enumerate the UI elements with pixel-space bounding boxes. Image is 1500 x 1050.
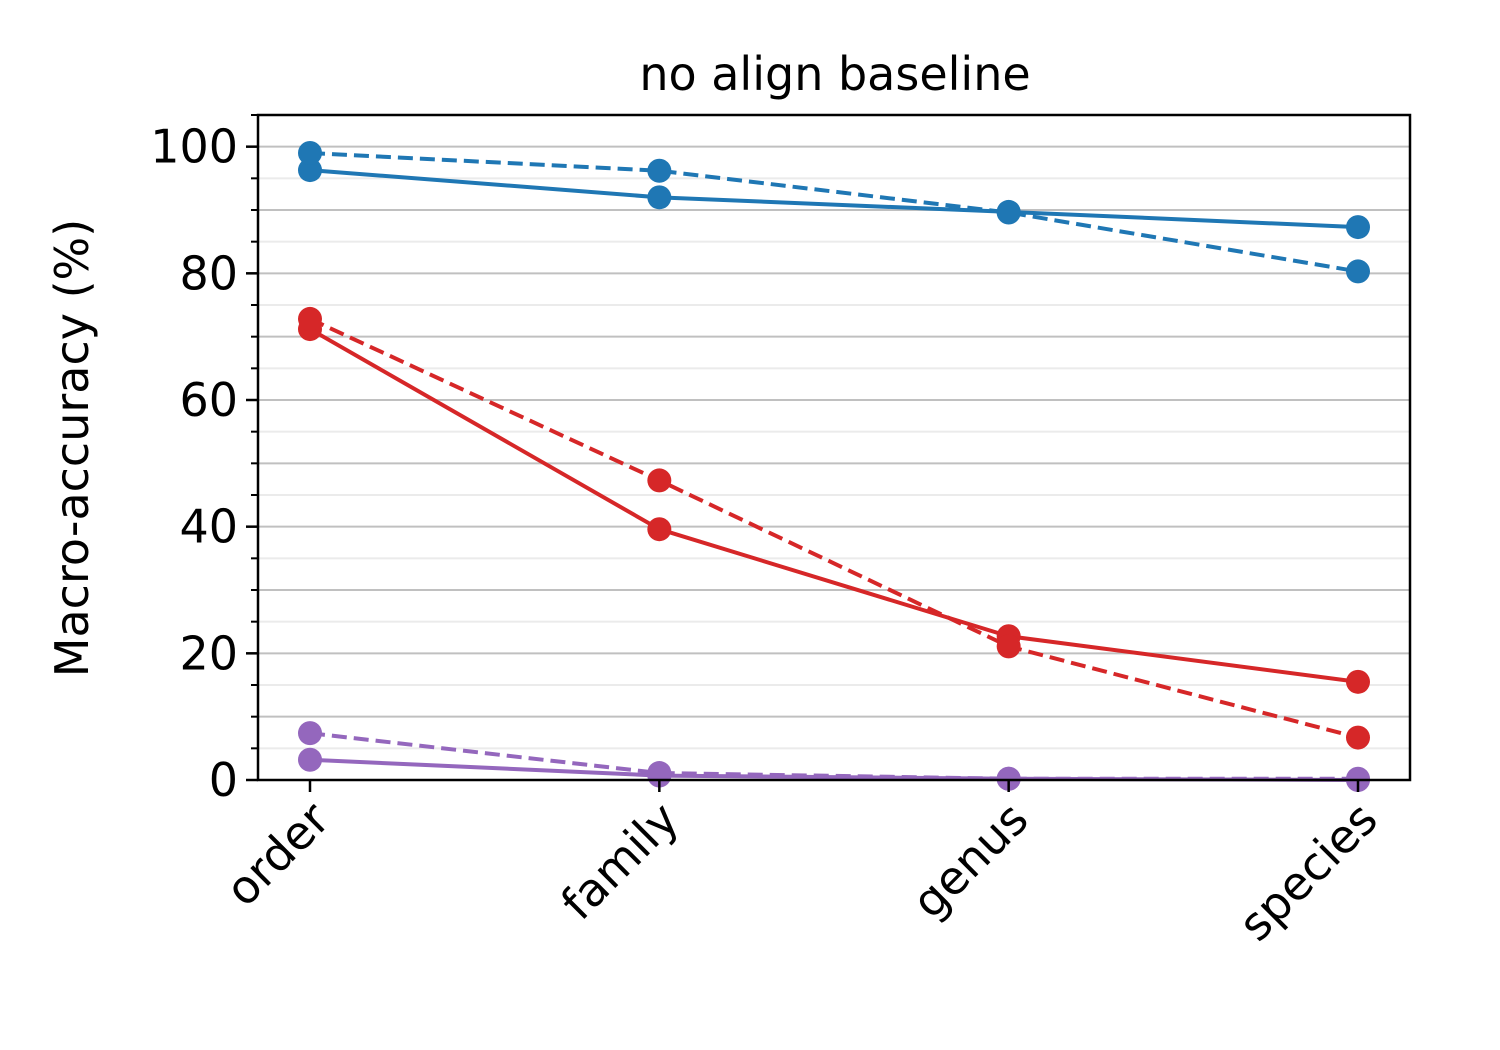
plot-frame [256, 113, 1412, 782]
y-tick-label: 0 [209, 753, 238, 807]
data-point [298, 747, 322, 772]
y-tick-label: 40 [179, 500, 238, 554]
data-point [647, 158, 672, 183]
y-axis-label: Macro-accuracy (%) [45, 219, 99, 677]
series-line [309, 168, 1359, 230]
data-point [1346, 259, 1370, 284]
data-point [298, 721, 322, 746]
y-tick-label: 20 [179, 626, 238, 680]
x-tick-label: family [551, 792, 690, 931]
series-3 [298, 306, 1370, 750]
series-group [298, 141, 1370, 792]
x-tick-label: genus [901, 792, 1038, 929]
data-point [996, 766, 1021, 791]
axes: 0 20 40 60 80 100 order family genus species [150, 113, 1412, 952]
data-point [996, 634, 1021, 659]
data-point [996, 200, 1021, 225]
data-point [1346, 669, 1370, 694]
series-4 [298, 747, 1370, 792]
data-point [1346, 725, 1370, 750]
data-point [298, 141, 322, 165]
y-tick-label: 80 [179, 246, 238, 300]
series-2 [298, 317, 1370, 694]
data-point [298, 158, 322, 183]
series-line [309, 731, 1358, 781]
data-point [647, 185, 672, 210]
x-tick-label: species [1228, 792, 1388, 952]
data-point [298, 306, 322, 331]
series-line [309, 317, 1359, 740]
series-1 [298, 141, 1370, 284]
data-point [1346, 215, 1370, 240]
data-point [647, 517, 672, 542]
x-tick-label: order [215, 792, 340, 917]
grid [258, 145, 1410, 750]
chart-title: no align baseline [639, 47, 1030, 101]
y-tick-label: 100 [150, 120, 238, 174]
y-tick-label: 60 [179, 373, 238, 427]
series-line [309, 327, 1359, 684]
series-0 [298, 158, 1370, 240]
data-point [1346, 766, 1370, 791]
series-line [309, 151, 1359, 274]
data-point [647, 468, 672, 493]
